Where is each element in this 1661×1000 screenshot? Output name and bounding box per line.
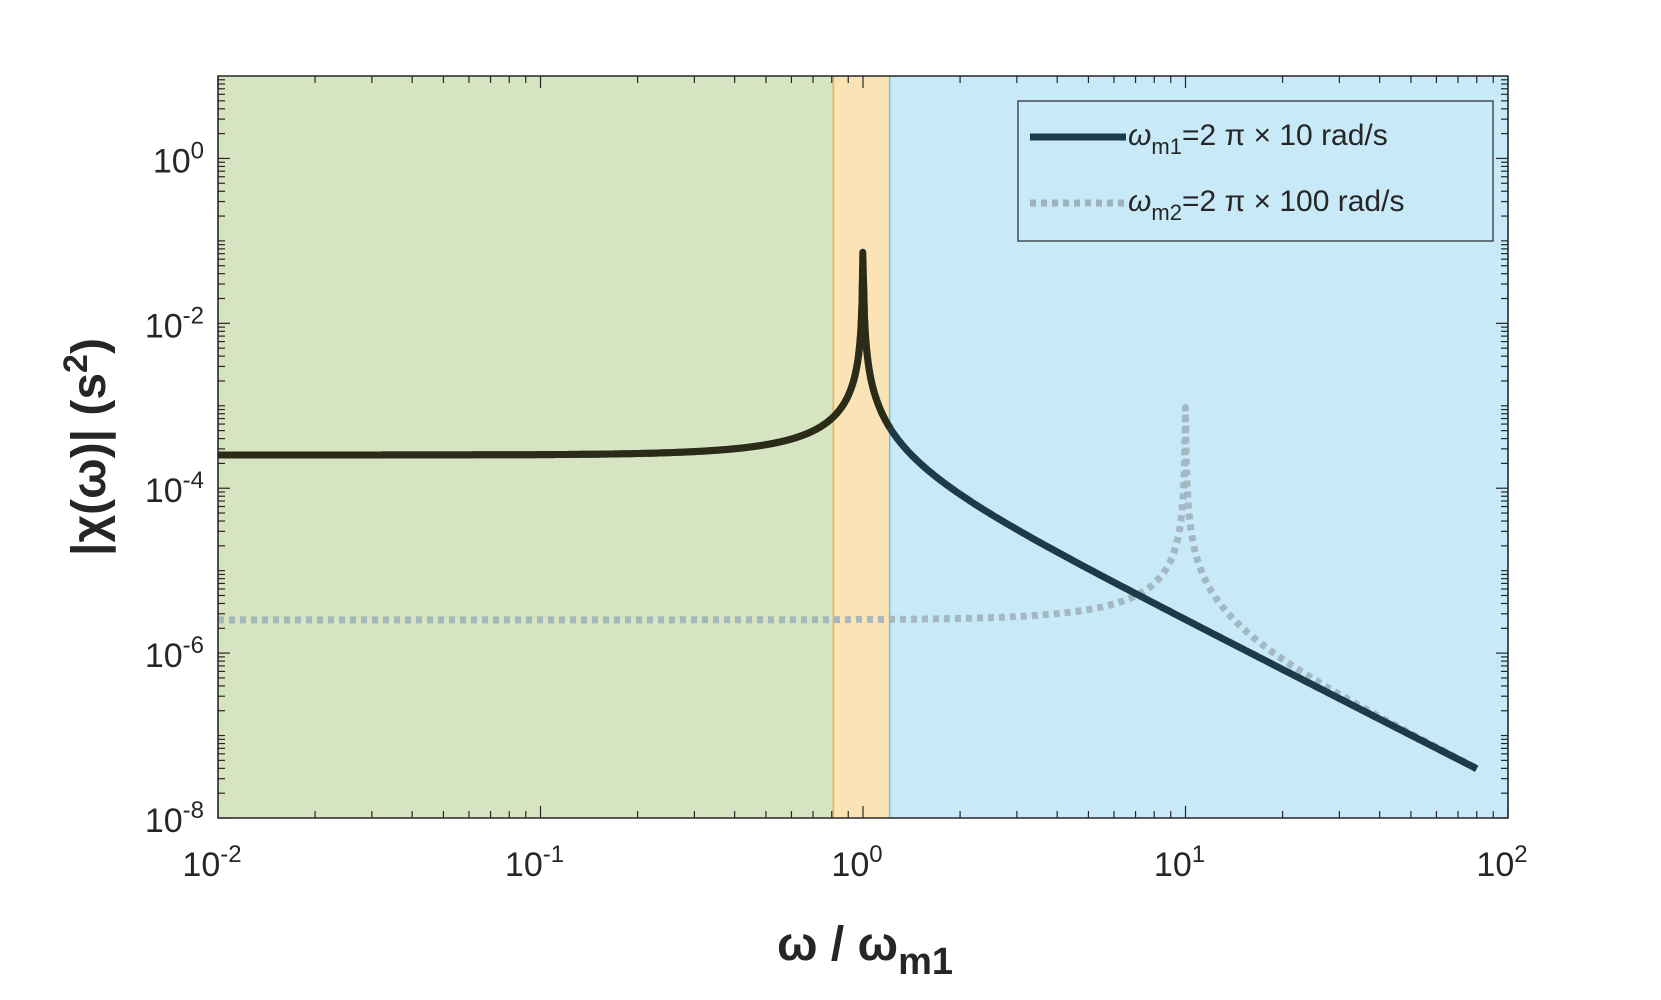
legend: ωm1=2 π × 10 rad/s ωm2=2 π × 100 rad/s	[1017, 100, 1494, 242]
y-axis-label: |χ(ω)| (s2)	[57, 338, 116, 556]
y-tick-label-exp: -4	[183, 467, 204, 494]
x-tick-label-exp: 0	[869, 841, 882, 868]
legend-sub-1: m1	[1151, 134, 1182, 159]
legend-omega-2: ω	[1128, 185, 1151, 218]
legend-omega-1: ω	[1128, 119, 1151, 152]
x-tick-label-exp: 2	[1514, 841, 1527, 868]
y-tick-label-exp: -8	[183, 797, 204, 824]
x-axis-label-main: ω / ω	[777, 918, 898, 971]
legend-rest-2: =2 π × 100 rad/s	[1182, 185, 1405, 218]
x-tick-label: 100	[831, 841, 882, 884]
x-tick-label-exp: 1	[1192, 841, 1205, 868]
y-tick-label-base: 10	[145, 472, 183, 510]
y-tick-label-base: 10	[145, 637, 183, 675]
y-tick-label-base: 10	[145, 307, 183, 345]
region-2	[833, 76, 890, 818]
y-tick-label: 10-2	[145, 302, 204, 345]
y-tick-label: 10-4	[145, 467, 204, 510]
y-tick-label-exp: 0	[191, 137, 204, 164]
y-tick-label-exp: -6	[183, 632, 204, 659]
x-tick-label-exp: -1	[543, 841, 564, 868]
series-line-2	[215, 404, 1480, 772]
x-tick-label-base: 10	[505, 846, 543, 884]
x-tick-label-exp: -2	[220, 841, 241, 868]
y-tick-label-base: 10	[153, 142, 191, 180]
series-group	[215, 240, 1480, 772]
y-axis-label-main: |χ(ω)| (s	[63, 373, 116, 556]
legend-entry-series-1: ωm1=2 π × 10 rad/s	[1128, 119, 1388, 159]
x-tick-label-base: 10	[1476, 846, 1514, 884]
x-axis-label-sub: m1	[898, 941, 953, 983]
x-tick-label: 101	[1154, 841, 1205, 884]
y-tick-label: 10-6	[145, 632, 204, 675]
legend-box	[1017, 100, 1494, 242]
x-tick-label: 10-1	[505, 841, 564, 884]
y-tick-label: 100	[153, 137, 204, 180]
series-line-1-shaded	[215, 248, 893, 459]
x-tick-label: 10-2	[182, 841, 241, 884]
legend-rest-1: =2 π × 10 rad/s	[1182, 119, 1388, 152]
x-tick-label-base: 10	[182, 846, 220, 884]
x-tick-label-base: 10	[1154, 846, 1192, 884]
x-tick-label: 102	[1476, 841, 1527, 884]
x-tick-label-base: 10	[831, 846, 869, 884]
legend-sub-2: m2	[1151, 200, 1182, 225]
x-axis-label: ω / ωm1	[777, 918, 953, 983]
legend-entry-series-2: ωm2=2 π × 100 rad/s	[1128, 185, 1404, 225]
y-axis-label-tail: )	[63, 338, 116, 354]
y-tick-label-exp: -2	[183, 302, 204, 329]
y-tick-label-base: 10	[145, 802, 183, 840]
y-axis-label-sup: 2	[57, 354, 95, 373]
y-tick-label: 10-8	[145, 797, 204, 840]
axis-ticks	[217, 76, 1509, 819]
